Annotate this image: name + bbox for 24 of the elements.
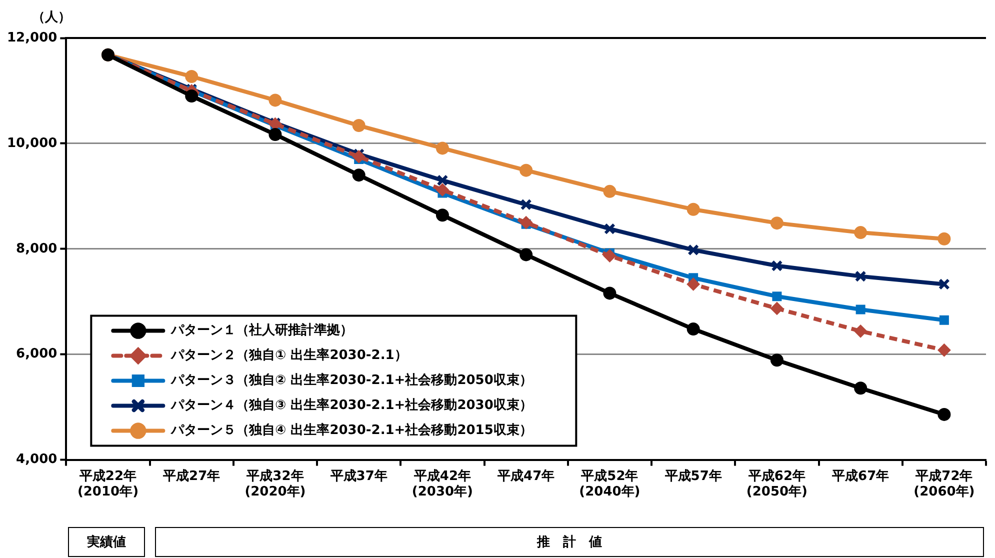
- legend-label: パターン１（社人研推計準拠）: [170, 322, 354, 338]
- y-tick-label: 4,000: [16, 452, 58, 468]
- x-tick-label: 平成57年: [664, 468, 722, 484]
- x-tick-label: 平成22年 (2010年): [77, 468, 139, 500]
- label-box: 推 計 値: [154, 527, 984, 557]
- y-tick-label: 12,000: [6, 30, 58, 46]
- x-tick-label: 平成67年: [831, 468, 890, 484]
- legend-label: パターン３（独自② 出生率2030-2.1+社会移動2050収束）: [170, 372, 532, 388]
- label-box: 実績値: [68, 527, 145, 557]
- y-tick-label: 8,000: [16, 241, 58, 256]
- x-tick-label: 平成32年 (2020年): [244, 468, 306, 500]
- x-tick-label: 平成42年 (2030年): [412, 468, 473, 500]
- y-tick-label: 6,000: [16, 346, 58, 362]
- legend-label: パターン２（独自① 出生率2030-2.1）: [170, 347, 408, 364]
- legend-label: パターン５（独自④ 出生率2030-2.1+社会移動2015収束）: [170, 422, 532, 438]
- x-tick-label: 平成62年 (2050年): [746, 468, 808, 500]
- x-tick-label: 平成52年 (2040年): [579, 468, 640, 500]
- x-tick-label: 平成72年 (2060年): [914, 468, 975, 500]
- legend-label: パターン４（独自③ 出生率2030-2.1+社会移動2030収束）: [170, 397, 532, 414]
- y-axis-title: （人）: [32, 9, 71, 26]
- x-tick-label: 平成37年: [329, 468, 388, 484]
- y-tick-label: 10,000: [6, 136, 58, 151]
- x-tick-label: 平成27年: [162, 468, 220, 484]
- x-tick-label: 平成47年: [496, 468, 555, 484]
